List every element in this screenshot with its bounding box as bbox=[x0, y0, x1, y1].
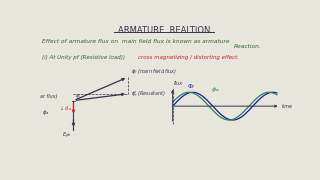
Text: time: time bbox=[282, 104, 293, 109]
Text: cross magnetizing / distorting effect.: cross magnetizing / distorting effect. bbox=[138, 55, 239, 60]
Text: $\phi_r'$ (Resultant): $\phi_r'$ (Resultant) bbox=[131, 89, 165, 98]
Text: Effect of armature flux on  main field flux is known as armature: Effect of armature flux on main field fl… bbox=[43, 39, 230, 44]
Text: flux: flux bbox=[174, 81, 183, 86]
Text: (i) At Unity pf (Resistive load)): (i) At Unity pf (Resistive load)) bbox=[43, 55, 127, 60]
Text: ARMATURE  REALTION: ARMATURE REALTION bbox=[118, 26, 210, 35]
Text: $\Phi_f$: $\Phi_f$ bbox=[187, 82, 196, 91]
Text: Reaction.: Reaction. bbox=[234, 44, 261, 50]
Text: $\phi_a$: $\phi_a$ bbox=[211, 85, 220, 94]
Text: ar flux): ar flux) bbox=[40, 94, 58, 99]
Text: $\phi_a$: $\phi_a$ bbox=[43, 107, 50, 116]
Text: $\phi_0$: $\phi_0$ bbox=[75, 92, 81, 100]
Text: $\phi_f$ (main field flux): $\phi_f$ (main field flux) bbox=[131, 67, 177, 76]
Text: $\downarrow d_a$: $\downarrow d_a$ bbox=[59, 104, 72, 113]
Text: $E_{ph}$: $E_{ph}$ bbox=[62, 131, 72, 141]
